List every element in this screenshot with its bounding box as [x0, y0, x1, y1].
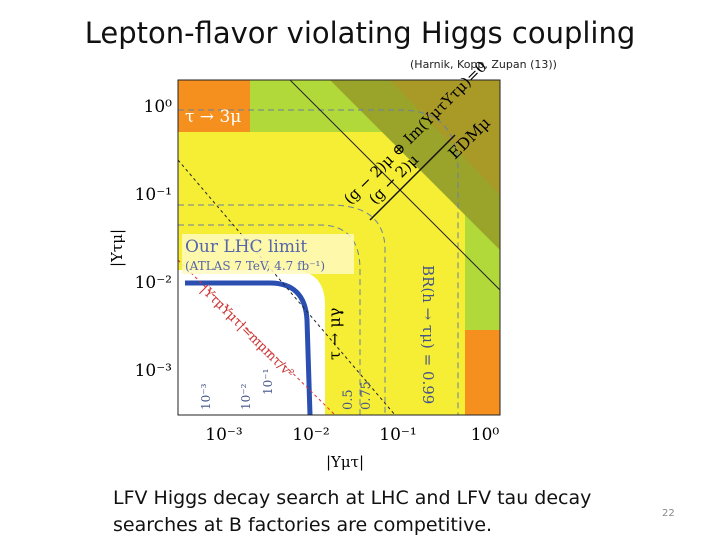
contour-099 [178, 109, 459, 415]
page-number: 22 [662, 508, 675, 519]
tau-mugamma-line [178, 159, 396, 415]
contour-075 [178, 204, 386, 415]
annotation: Our LHC limit [185, 237, 307, 257]
x-ticks: 10⁻³ 10⁻² 10⁻¹ 10⁰ [205, 425, 499, 445]
y-ticks: 10⁰ 10⁻¹ 10⁻² 10⁻³ [135, 97, 173, 381]
citation: (Harnik, Kopp, Zupan (13)) [410, 58, 557, 71]
slide-title: Lepton-flavor violating Higgs coupling [84, 16, 636, 50]
annotation: 10⁻¹ [261, 369, 275, 395]
y-tick-label: 10⁻¹ [135, 185, 172, 205]
br-region [465, 330, 500, 415]
lhc-limit-curve [185, 280, 313, 415]
annotation: τ → μγ [325, 308, 344, 360]
annotation: 10⁻² [239, 383, 253, 410]
allowed-region [178, 270, 325, 415]
y-tick-label: 10⁻³ [135, 361, 172, 381]
annotation: BR(h → τμ) = 0.99 [419, 265, 437, 404]
annotation: 10⁻³ [199, 383, 213, 410]
annotation: (ATLAS 7 TeV, 4.7 fb⁻¹) [185, 259, 325, 273]
x-tick-label: 10⁻² [292, 425, 329, 445]
naturalness-line [178, 259, 336, 415]
label-box [182, 234, 354, 274]
x-tick-label: 10⁻³ [205, 425, 242, 445]
annotation: 0.75 [359, 381, 374, 410]
annotation: 0.5 [341, 389, 356, 410]
caption: LFV Higgs decay search at LHC and LFV ta… [113, 487, 592, 536]
g2-line [289, 80, 500, 291]
plot-frame [177, 79, 501, 416]
x-tick-label: 10⁰ [471, 425, 500, 445]
x-tick-label: 10⁻¹ [379, 425, 416, 445]
edm-region-dark [390, 80, 500, 195]
arrow [369, 134, 456, 221]
y-tick-label: 10⁰ [144, 97, 173, 117]
y-axis-label: |Yτμ| [108, 229, 126, 267]
y-tick-label: 10⁻² [135, 273, 172, 293]
x-axis-label: |Yμτ| [326, 453, 364, 471]
annotation: τ → 3μ [185, 107, 241, 127]
tau3mu-region [178, 80, 250, 132]
